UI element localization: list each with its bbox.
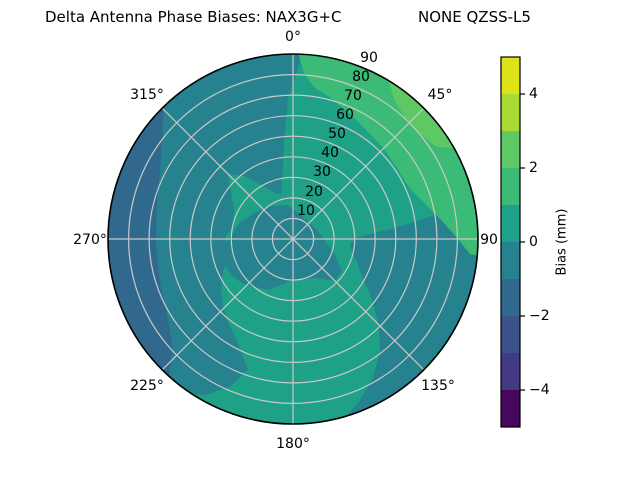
theta-tick-labels: 0° 45° 90 135° 180° 225° 270° 315° — [73, 29, 498, 452]
contour-band-neg1-0-east — [344, 200, 478, 418]
r-label-90: 90 — [360, 50, 378, 66]
theta-label-225: 225° — [130, 378, 164, 394]
colorbar-band-2-3 — [501, 131, 520, 168]
angular-gridlines — [108, 54, 478, 424]
colorbar-band-0-1 — [501, 205, 520, 242]
colorbar-band-4-5 — [501, 57, 520, 94]
theta-label-90: 90 — [480, 232, 498, 248]
theta-label-270: 270° — [73, 232, 107, 248]
plot-title-right: NONE QZSS-L5 — [418, 8, 531, 26]
contour-band-1-2 — [296, 54, 478, 256]
theta-label-45: 45° — [428, 87, 453, 103]
cbar-label-2: 2 — [529, 160, 538, 176]
r-label-20: 20 — [305, 184, 323, 200]
r-label-10: 10 — [297, 203, 315, 219]
colorbar-band-3-4 — [501, 94, 520, 131]
colorbar-bands — [501, 57, 520, 427]
theta-label-180: 180° — [276, 436, 310, 452]
colorbar-band-neg2-neg1 — [501, 279, 520, 316]
colorbar-band-neg5-neg4 — [501, 390, 520, 427]
colorbar: 4 2 0 −2 −4 Bias (mm) — [500, 56, 570, 428]
r-label-50: 50 — [328, 126, 346, 142]
colorbar-band-neg1-0 — [501, 242, 520, 279]
theta-label-315: 315° — [130, 87, 164, 103]
colorbar-axis-label: Bias (mm) — [555, 209, 570, 276]
cbar-label-neg4: −4 — [529, 382, 550, 398]
r-label-30: 30 — [313, 164, 331, 180]
theta-label-0: 0° — [285, 29, 301, 45]
polar-outer-ring — [107, 53, 479, 425]
r-label-70: 70 — [344, 88, 362, 104]
cbar-label-4: 4 — [529, 86, 538, 102]
colorbar-ticks — [520, 93, 525, 391]
colorbar-band-1-2 — [501, 168, 520, 205]
radial-tick-labels: 10 20 30 40 50 60 70 80 90 — [297, 50, 378, 219]
theta-label-135: 135° — [421, 378, 455, 394]
colorbar-band-neg4-neg3 — [501, 353, 520, 390]
plot-title-left: Delta Antenna Phase Biases: NAX3G+C — [45, 8, 342, 26]
colorbar-band-neg3-neg2 — [501, 316, 520, 353]
r-label-80: 80 — [352, 69, 370, 85]
cbar-label-neg2: −2 — [529, 308, 550, 324]
colorbar-tick-labels: 4 2 0 −2 −4 — [529, 86, 550, 398]
r-label-40: 40 — [321, 145, 339, 161]
cbar-label-0: 0 — [529, 234, 538, 250]
contour-band-neg1-0-center — [223, 205, 342, 290]
r-label-60: 60 — [336, 107, 354, 123]
